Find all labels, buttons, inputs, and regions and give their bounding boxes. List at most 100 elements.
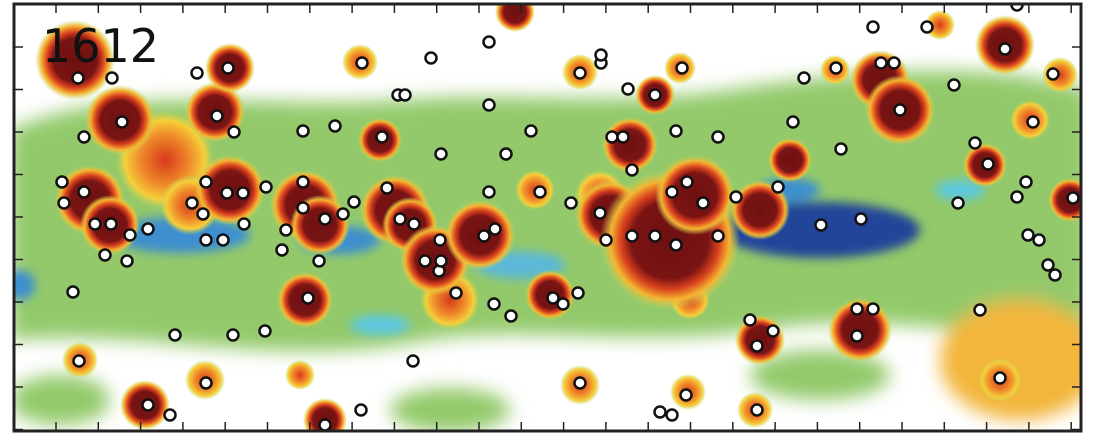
- source-marker: [679, 388, 693, 402]
- source-marker: [593, 206, 607, 220]
- source-marker: [743, 313, 757, 327]
- hot-peak: [655, 155, 735, 235]
- source-marker: [669, 238, 683, 252]
- source-marker: [797, 71, 811, 85]
- source-marker: [625, 229, 639, 243]
- source-marker: [375, 130, 389, 144]
- source-marker: [499, 147, 513, 161]
- source-marker: [237, 217, 251, 231]
- source-marker: [398, 88, 412, 102]
- panel-label: 1612: [42, 19, 159, 73]
- source-marker: [696, 196, 710, 210]
- source-marker: [258, 324, 272, 338]
- source-marker: [711, 130, 725, 144]
- source-marker: [653, 405, 667, 419]
- source-marker: [279, 223, 293, 237]
- source-marker: [488, 222, 502, 236]
- source-marker: [866, 20, 880, 34]
- source-marker: [947, 78, 961, 92]
- source-marker: [648, 88, 662, 102]
- source-marker: [968, 136, 982, 150]
- source-marker: [599, 233, 613, 247]
- source-marker: [680, 175, 694, 189]
- source-marker: [312, 254, 326, 268]
- source-marker: [72, 354, 86, 368]
- source-marker: [434, 147, 448, 161]
- source-marker: [393, 212, 407, 226]
- source-marker: [814, 218, 828, 232]
- source-marker: [226, 328, 240, 342]
- source-marker: [625, 163, 639, 177]
- source-marker: [296, 124, 310, 138]
- source-marker: [887, 56, 901, 70]
- source-marker: [533, 185, 547, 199]
- hot-peak: [768, 138, 812, 182]
- source-marker: [573, 376, 587, 390]
- source-marker: [141, 398, 155, 412]
- source-marker: [259, 180, 273, 194]
- source-marker: [771, 180, 785, 194]
- source-marker: [482, 98, 496, 112]
- source-marker: [981, 157, 995, 171]
- source-marker: [665, 185, 679, 199]
- source-marker: [874, 56, 888, 70]
- source-marker: [236, 186, 250, 200]
- source-marker: [665, 408, 679, 422]
- source-marker: [196, 207, 210, 221]
- source-marker: [318, 212, 332, 226]
- source-marker: [711, 229, 725, 243]
- source-marker: [669, 124, 683, 138]
- source-marker: [621, 82, 635, 96]
- source-marker: [893, 103, 907, 117]
- source-marker: [424, 51, 438, 65]
- source-marker: [556, 297, 570, 311]
- source-marker: [729, 190, 743, 204]
- warm-peak: [925, 10, 955, 40]
- source-marker: [850, 329, 864, 343]
- source-marker: [750, 403, 764, 417]
- source-marker: [190, 66, 204, 80]
- source-marker: [482, 35, 496, 49]
- source-marker: [55, 175, 69, 189]
- source-marker: [354, 403, 368, 417]
- source-marker: [993, 371, 1007, 385]
- source-marker: [605, 130, 619, 144]
- source-marker: [1026, 115, 1040, 129]
- source-marker: [973, 303, 987, 317]
- source-marker: [834, 142, 848, 156]
- source-marker: [77, 185, 91, 199]
- source-marker: [1021, 228, 1035, 242]
- source-marker: [487, 297, 501, 311]
- source-marker: [141, 222, 155, 236]
- source-marker: [301, 291, 315, 305]
- source-marker: [123, 228, 137, 242]
- source-marker: [216, 233, 230, 247]
- source-marker: [866, 302, 880, 316]
- source-marker: [66, 285, 80, 299]
- source-marker: [163, 408, 177, 422]
- source-marker: [88, 217, 102, 231]
- source-marker: [221, 61, 235, 75]
- source-marker: [1046, 67, 1060, 81]
- source-marker: [648, 229, 662, 243]
- source-marker: [1032, 233, 1046, 247]
- source-marker: [854, 212, 868, 226]
- source-marker: [951, 196, 965, 210]
- source-marker: [199, 233, 213, 247]
- source-marker: [573, 66, 587, 80]
- source-marker: [168, 328, 182, 342]
- hot-peak: [35, 20, 115, 100]
- source-marker: [850, 302, 864, 316]
- source-marker: [1019, 175, 1033, 189]
- source-marker: [296, 175, 310, 189]
- source-marker: [227, 125, 241, 139]
- source-marker: [407, 217, 421, 231]
- source-marker: [564, 196, 578, 210]
- source-marker: [786, 115, 800, 129]
- source-marker: [336, 207, 350, 221]
- source-marker: [199, 175, 213, 189]
- source-marker: [296, 201, 310, 215]
- source-marker: [220, 186, 234, 200]
- intensity-map: [14, 4, 1081, 431]
- source-marker: [104, 217, 118, 231]
